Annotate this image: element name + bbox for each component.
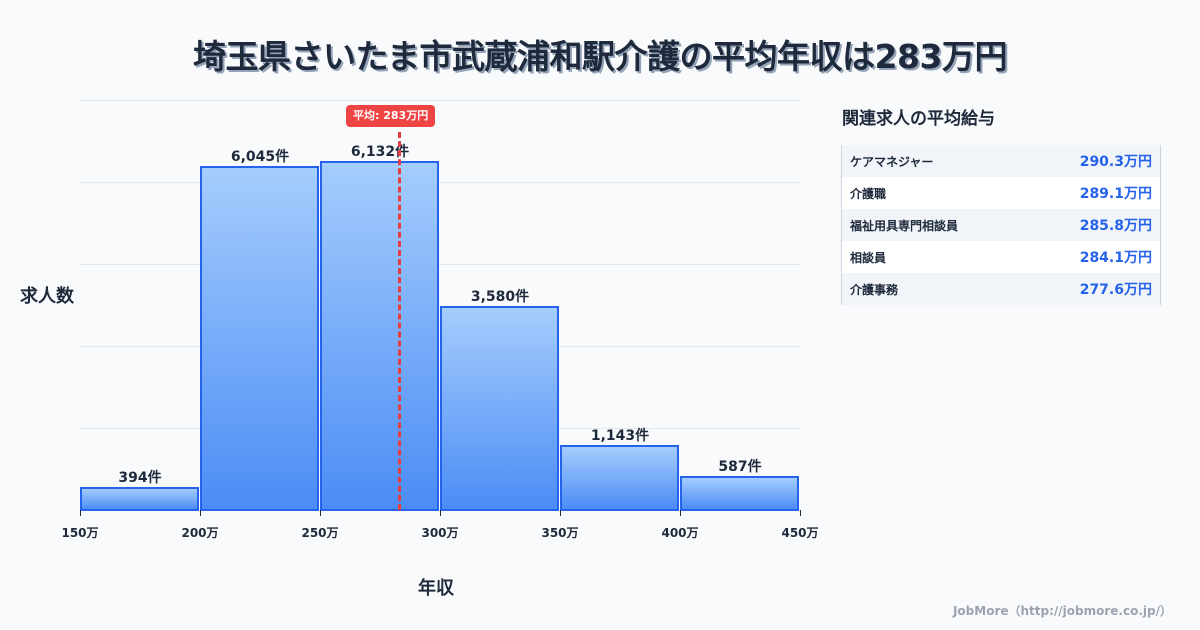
x-tick-label: 400万 [661,526,699,540]
related-jobs-title: 関連求人の平均給与 [842,109,995,129]
job-salary: 290.3万円 [1079,154,1152,170]
job-salary: 285.8万円 [1079,218,1152,234]
bar-400-450 [680,476,799,511]
average-badge: 平均: 283万円 [346,105,436,127]
x-tick [800,510,801,516]
job-name: 福祉用具専門相談員 [850,218,959,233]
bar-value-label: 1,143件 [590,428,650,444]
bar-value-label: 3,580件 [470,289,530,305]
bar-value-label: 6,132件 [350,144,410,160]
x-tick-label: 450万 [781,526,819,540]
related-job-row: 相談員 284.1万円 [842,241,1160,273]
average-line [398,132,401,510]
bar-300-350 [440,306,559,511]
bar-value-label: 587件 [718,459,762,475]
x-tick [680,510,681,516]
y-axis-label: 求人数 [20,286,74,307]
bar-200-250 [200,166,319,511]
x-tick-label: 350万 [541,526,579,540]
x-tick [80,510,81,516]
x-tick [200,510,201,516]
x-tick [440,510,441,516]
job-name: 相談員 [850,250,887,265]
bar-250-300 [320,161,439,511]
bar-value-label: 394件 [118,470,162,486]
related-job-row: 福祉用具専門相談員 285.8万円 [842,209,1160,241]
related-jobs-table: ケアマネジャー 290.3万円 介護職 289.1万円 福祉用具専門相談員 28… [841,145,1161,305]
x-axis-label: 年収 [418,578,454,599]
histogram-chart: 394件 6,045件 6,132件 3,580件 1,143件 587件 平均… [61,100,819,540]
x-tick [320,510,321,516]
x-tick [560,510,561,516]
bar-350-400 [560,445,679,511]
job-name: 介護職 [850,186,887,201]
x-tick-label: 300万 [421,526,459,540]
related-job-row: 介護事務 277.6万円 [842,273,1160,305]
job-salary: 277.6万円 [1079,282,1152,298]
job-salary: 289.1万円 [1079,186,1152,202]
job-name: 介護事務 [850,282,899,297]
related-job-row: 介護職 289.1万円 [842,177,1160,209]
bar-value-label: 6,045件 [230,149,290,165]
gridline [80,182,800,183]
source-credit: JobMore（http://jobmore.co.jp/） [952,604,1172,618]
related-job-row: ケアマネジャー 290.3万円 [842,145,1160,177]
job-salary: 284.1万円 [1079,250,1152,266]
x-tick-label: 150万 [61,526,99,540]
gridline [80,264,800,265]
x-tick-label: 200万 [181,526,219,540]
gridline [80,100,800,101]
job-name: ケアマネジャー [850,154,934,169]
bar-150-200 [80,487,199,511]
x-tick-label: 250万 [301,526,339,540]
page-title: 埼玉県さいたま市武蔵浦和駅介護の平均年収は283万円 [193,37,1007,76]
